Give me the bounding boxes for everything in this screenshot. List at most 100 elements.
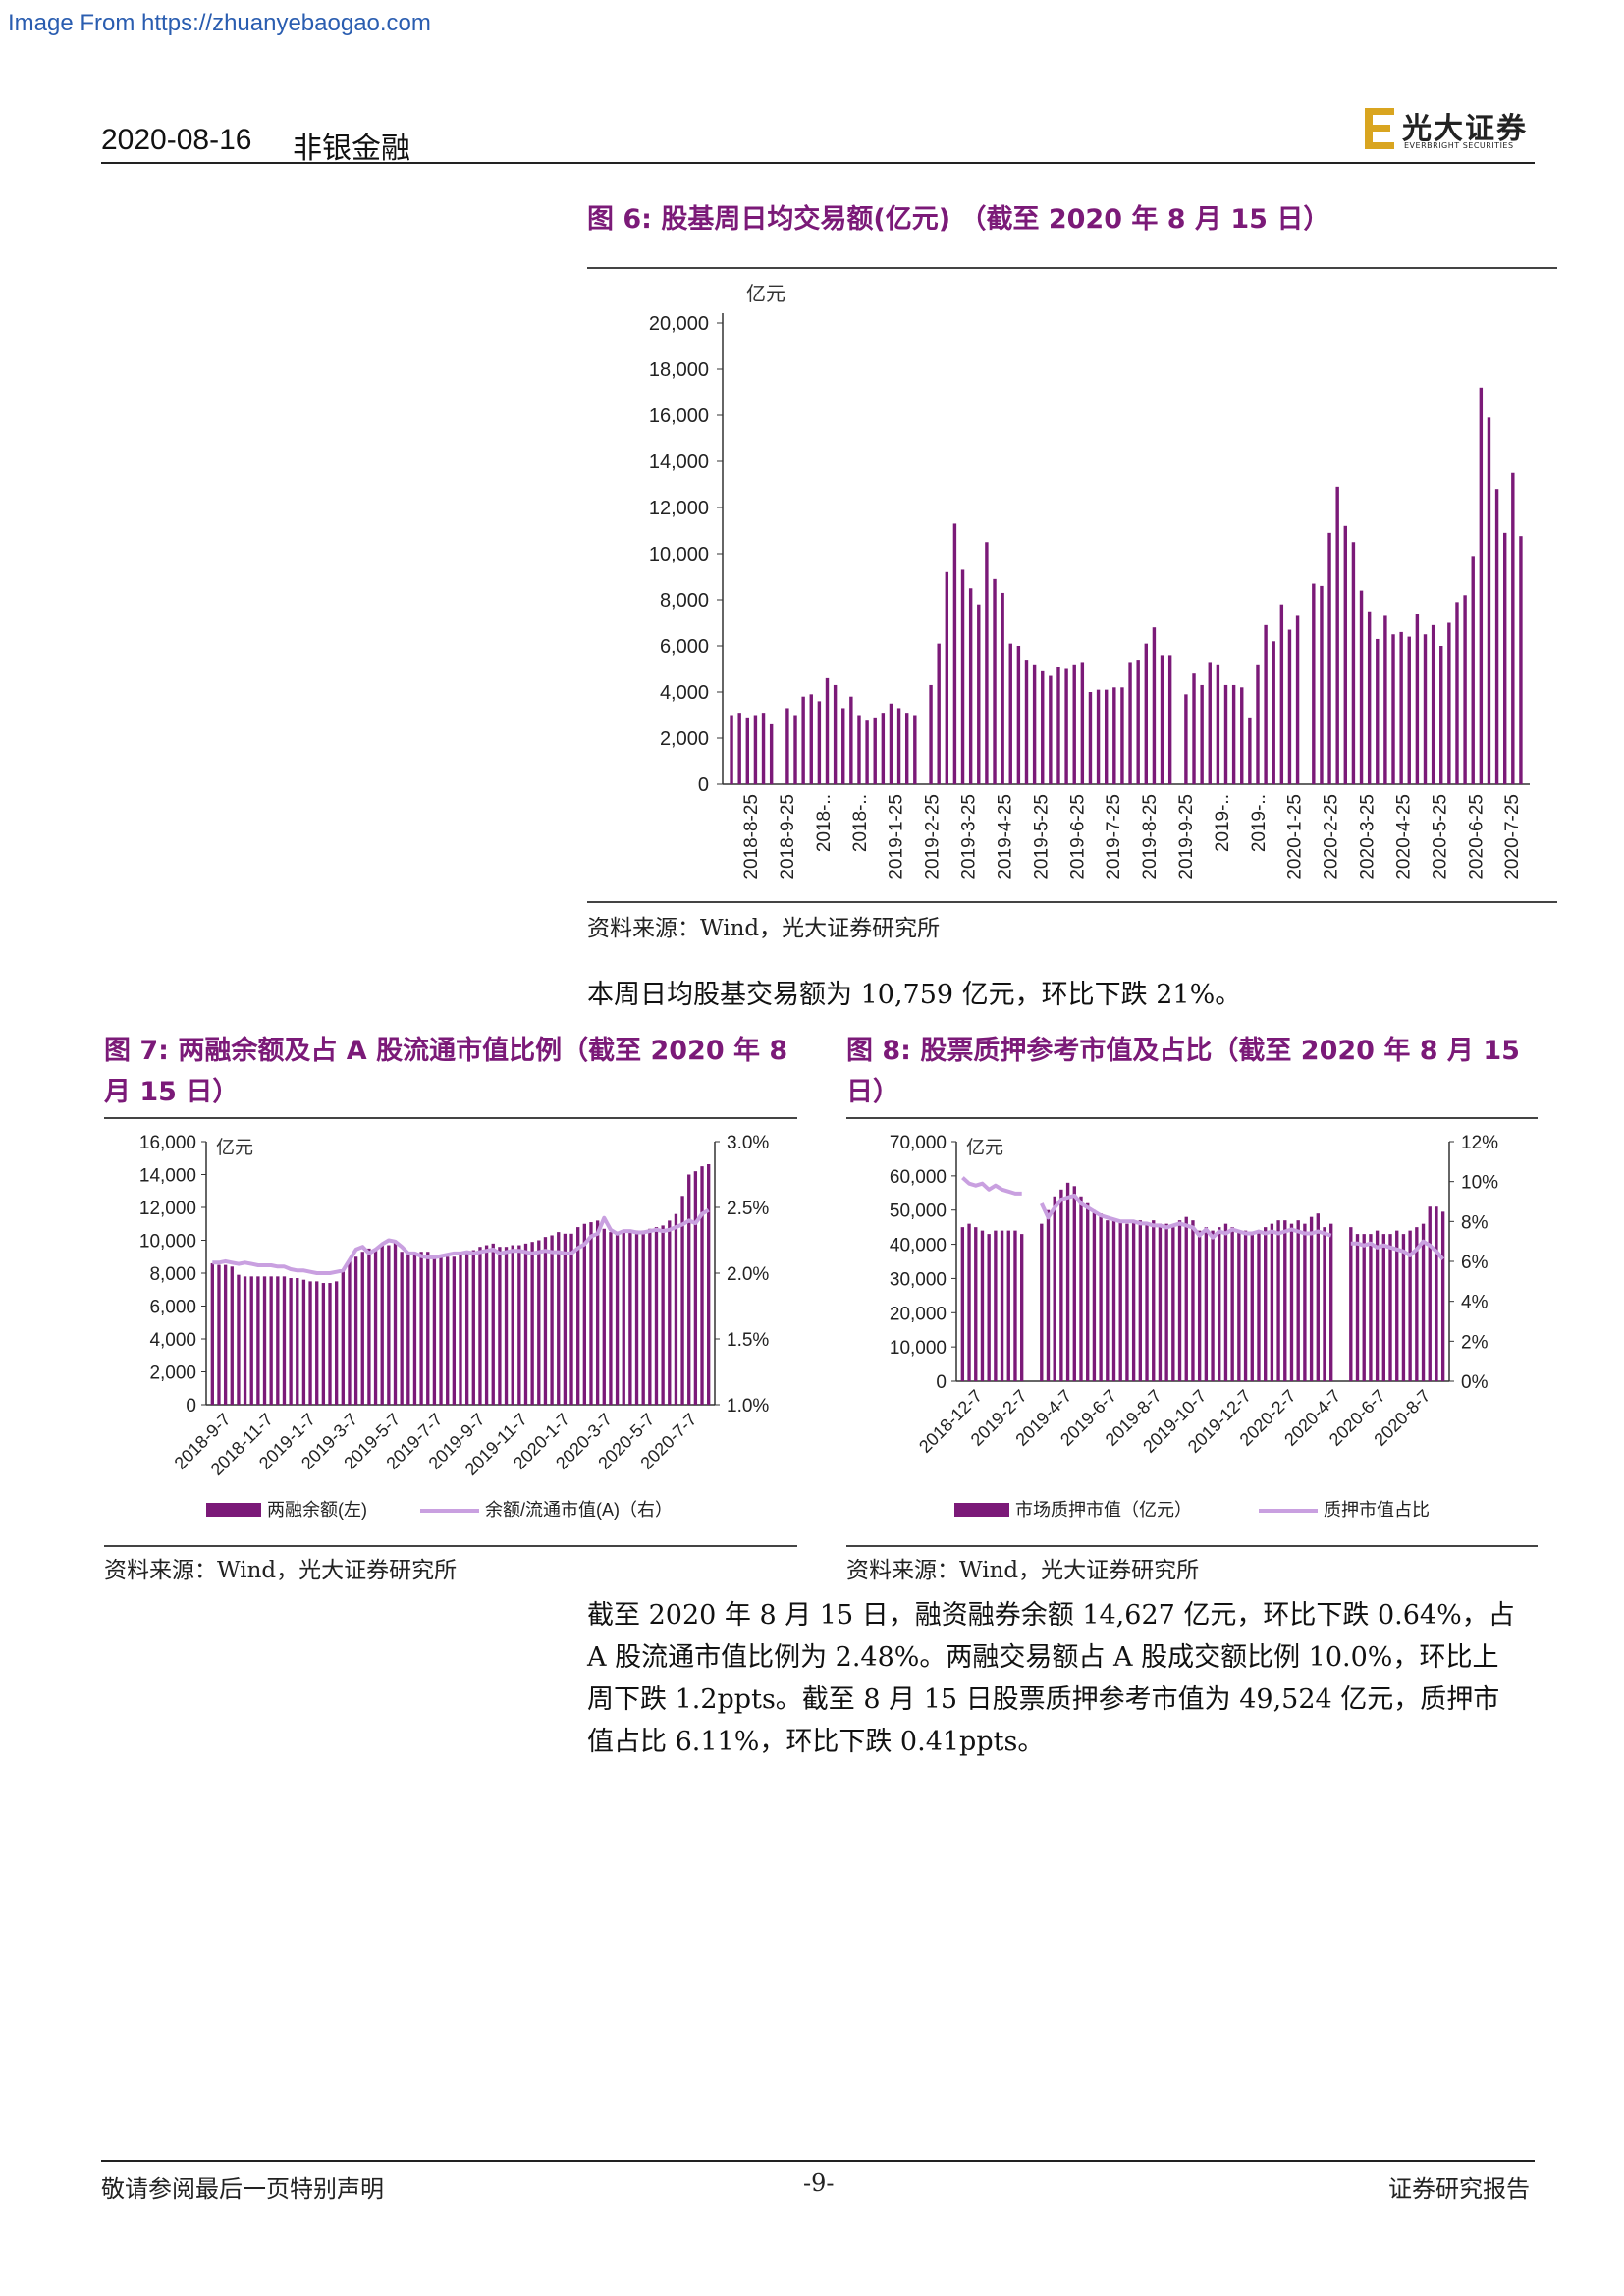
bar [945,571,949,784]
bar [1243,1230,1248,1381]
bar [785,708,789,784]
bar [968,588,973,784]
x-tick-label: 2018-.. [850,794,871,852]
header-rule [101,162,1535,164]
bar [1303,1223,1307,1381]
bar [301,1279,306,1405]
y-tick-label: 12,000 [649,498,709,519]
bar [1381,1234,1385,1381]
bar [1065,1182,1070,1381]
bar [315,1281,319,1405]
bar [1200,684,1204,784]
bar [1112,687,1116,784]
bar [1000,1230,1004,1381]
right-tick-label: 8% [1461,1212,1489,1233]
bar [1086,1202,1090,1381]
bar [426,1252,430,1405]
bar [1120,687,1124,784]
bar [341,1269,345,1405]
bar [1320,585,1324,784]
right-tick-label: 6% [1461,1253,1489,1273]
bar [289,1278,293,1405]
y-tick-label: 6,000 [660,636,709,658]
bar [687,1174,691,1405]
legend-label-bars: 两融余额(左) [267,1500,367,1520]
bar [1327,532,1331,784]
left-tick-label: 6,000 [149,1298,196,1318]
left-tick-label: 12,000 [139,1199,196,1219]
y-tick-label: 10,000 [649,544,709,565]
bar [1191,1220,1195,1381]
bar [1423,634,1428,784]
bar [1032,664,1037,784]
bar [1494,489,1499,784]
bar [360,1252,364,1405]
bar [1008,643,1012,784]
bar [674,1213,678,1405]
fig7-bottom-rule [104,1545,797,1547]
bar [373,1248,378,1405]
fig8-title-line2: 日） [846,1077,899,1107]
bar [1192,673,1196,784]
bar [471,1250,475,1405]
bar [217,1264,221,1405]
x-tick-label: 2019-9-25 [1176,794,1197,880]
logo-text-en: EVERBRIGHT SECURITIES [1404,141,1514,150]
bar [896,708,901,784]
bar [841,708,845,784]
bar [865,720,869,784]
bar [1408,1230,1412,1381]
bar [1428,1206,1432,1381]
bar [707,1163,711,1405]
y-tick-label: 2,000 [660,728,709,750]
right-tick-label: 3.0% [727,1133,769,1153]
fig6-bottom-rule [587,901,1557,903]
bar [550,1235,554,1405]
bar [1118,1220,1122,1381]
bar [1383,615,1387,784]
bar [504,1247,509,1405]
x-tick-label: 2019-8-25 [1140,794,1161,880]
fig8-top-rule [846,1117,1538,1119]
bar [1144,643,1149,784]
right-tick-label: 1.0% [727,1396,769,1416]
paragraph-2: 截至 2020 年 8 月 15 日，融资融券余额 14,627 亿元，环比下跌… [587,1594,1536,1763]
bar [1001,592,1004,784]
bar [1024,660,1029,784]
bar [1006,1230,1010,1381]
bar [1447,622,1451,784]
bar [563,1233,568,1405]
bar [511,1245,514,1405]
bar [328,1283,332,1405]
left-tick-label: 8,000 [149,1264,196,1285]
y-tick-label: 14,000 [649,452,709,473]
bar [661,1225,665,1405]
bar [1237,1230,1241,1381]
bar [589,1222,593,1405]
bar [1152,1220,1156,1381]
bar [937,643,941,784]
bar [974,1227,978,1381]
bar [1471,556,1475,784]
bar [1040,1223,1044,1381]
x-tick-label: 2019-6-25 [1067,794,1088,880]
bar [1111,1220,1116,1381]
bar [873,717,877,784]
bar [582,1223,586,1405]
watermark-link[interactable]: Image From https://zhuanyebaogao.com [8,10,431,36]
bar [478,1247,482,1405]
bar [230,1266,234,1405]
footer-rule [101,2160,1535,2162]
bar [1264,624,1268,784]
x-tick-label: 2020-7-25 [1502,794,1523,880]
bar [668,1220,672,1405]
bar [1041,670,1045,784]
left-tick-label: 0 [936,1372,947,1393]
bar [1231,684,1236,784]
bar [1016,646,1021,784]
fig7-source: 资料来源：Wind，光大证券研究所 [104,1558,458,1583]
x-tick-label: 2019-2-25 [923,794,944,880]
paragraph-2-line: 截至 2020 年 8 月 15 日，融资融券余额 14,627 亿元，环比下跌… [587,1600,1515,1630]
bar [609,1232,613,1405]
bar [439,1256,443,1405]
